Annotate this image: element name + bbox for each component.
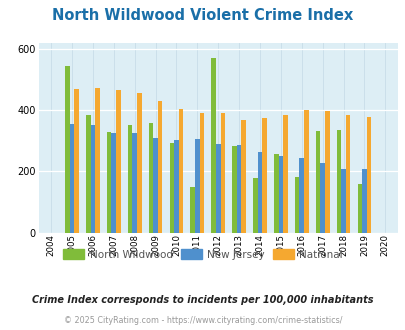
Bar [136, 93, 141, 233]
Bar [116, 90, 120, 233]
Bar [174, 140, 178, 233]
Bar [283, 115, 287, 233]
Bar [220, 113, 224, 233]
Bar [148, 123, 153, 233]
Bar [294, 177, 299, 233]
Bar [366, 117, 371, 233]
Bar [128, 125, 132, 233]
Bar [178, 109, 183, 233]
Bar [132, 133, 136, 233]
Bar [273, 154, 278, 233]
Bar [199, 113, 204, 233]
Bar [158, 101, 162, 233]
Bar [153, 138, 158, 233]
Bar [278, 155, 283, 233]
Bar [86, 115, 90, 233]
Bar [169, 143, 174, 233]
Bar [236, 145, 241, 233]
Bar [211, 58, 215, 233]
Bar [70, 124, 74, 233]
Bar [357, 184, 361, 233]
Bar [194, 139, 199, 233]
Bar [315, 131, 320, 233]
Bar [303, 110, 308, 233]
Bar [361, 169, 366, 233]
Bar [215, 144, 220, 233]
Bar [341, 169, 345, 233]
Bar [324, 111, 329, 233]
Text: © 2025 CityRating.com - https://www.cityrating.com/crime-statistics/: © 2025 CityRating.com - https://www.city… [64, 316, 341, 325]
Text: Crime Index corresponds to incidents per 100,000 inhabitants: Crime Index corresponds to incidents per… [32, 295, 373, 305]
Bar [252, 178, 257, 233]
Bar [299, 158, 303, 233]
Bar [190, 187, 194, 233]
Text: North Wildwood Violent Crime Index: North Wildwood Violent Crime Index [52, 8, 353, 23]
Bar [345, 115, 350, 233]
Bar [241, 120, 245, 233]
Bar [232, 146, 236, 233]
Bar [74, 89, 79, 233]
Legend: North Wildwood, New Jersey, National: North Wildwood, New Jersey, National [59, 245, 346, 264]
Bar [107, 132, 111, 233]
Bar [90, 125, 95, 233]
Bar [111, 133, 116, 233]
Bar [336, 130, 341, 233]
Bar [320, 163, 324, 233]
Bar [257, 152, 262, 233]
Bar [262, 117, 266, 233]
Bar [65, 66, 70, 233]
Bar [95, 87, 100, 233]
